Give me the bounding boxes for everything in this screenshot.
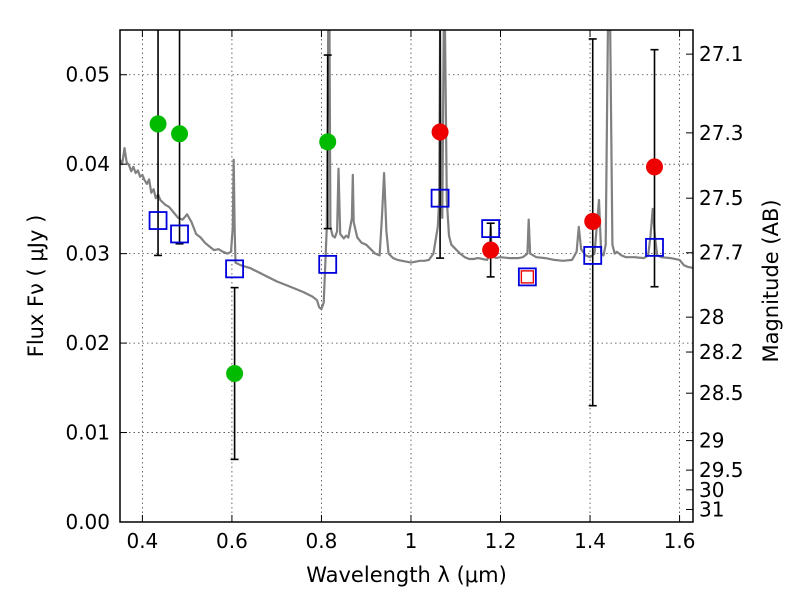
x-axis-label: Wavelength λ (μm) [306, 563, 507, 587]
error-bars [154, 30, 659, 461]
y-tick-label: 0.01 [65, 421, 110, 445]
magnitude-tick-label: 27.3 [699, 121, 744, 145]
x-tick-label: 0.8 [306, 529, 338, 553]
data-point-circle [431, 123, 449, 141]
data-point-circle [171, 125, 189, 143]
y-axis-ticks: 0.00 0.01 0.02 0.03 0.04 0.05 [65, 63, 127, 534]
data-point-square [481, 219, 501, 238]
data-point-square [225, 259, 245, 279]
data-point-square [583, 246, 603, 265]
magnitude-tick-label: 27.1 [699, 42, 744, 66]
magnitude-tick-label: 29.5 [699, 458, 744, 482]
data-point-square [517, 267, 537, 287]
x-tick-label: 1.4 [574, 529, 606, 553]
data-point-square [318, 254, 338, 274]
data-point-circle [646, 158, 664, 176]
data-point-square [430, 188, 450, 208]
magnitude-axis-label: Magnitude (AB) [759, 199, 783, 362]
x-axis-ticks: 0.4 0.6 0.8 1 1.2 1.4 1.6 [126, 30, 695, 553]
y-tick-label: 0.00 [65, 510, 110, 534]
magnitude-tick-label: 28.5 [699, 381, 744, 405]
y-tick-label: 0.03 [65, 242, 110, 266]
x-tick-label: 1 [405, 529, 418, 553]
spectrum-line [120, 30, 693, 311]
y-tick-label: 0.02 [65, 331, 110, 355]
model-spectrum [120, 30, 693, 311]
y-axis-label: Flux Fν ( μJy ) [24, 215, 48, 358]
data-point-circle [482, 241, 500, 259]
data-point-square [645, 237, 664, 257]
magnitude-tick-label: 30 [699, 478, 724, 502]
plot-frame [119, 29, 694, 523]
data-markers [148, 115, 664, 383]
magnitude-tick-label: 28 [699, 305, 724, 329]
data-point-circle [226, 365, 244, 383]
data-point-circle [149, 115, 167, 133]
y-tick-label: 0.05 [65, 63, 110, 87]
magnitude-tick-label: 31 [699, 497, 724, 521]
x-tick-label: 0.6 [216, 529, 248, 553]
magnitude-tick-label: 28.2 [699, 340, 744, 364]
data-point-circle [319, 133, 337, 151]
data-point-circle [584, 212, 602, 230]
y-tick-label: 0.04 [65, 152, 110, 176]
magnitude-tick-label: 29 [699, 429, 724, 453]
data-point-square [148, 211, 168, 230]
data-point-square-inner [520, 270, 535, 284]
x-tick-label: 1.6 [664, 529, 696, 553]
magnitude-tick-label: 27.7 [699, 241, 744, 265]
magnitude-tick-label: 27.5 [699, 186, 744, 210]
data-point-square [170, 224, 189, 244]
x-tick-label: 0.4 [126, 529, 158, 553]
x-tick-label: 1.2 [485, 529, 517, 553]
